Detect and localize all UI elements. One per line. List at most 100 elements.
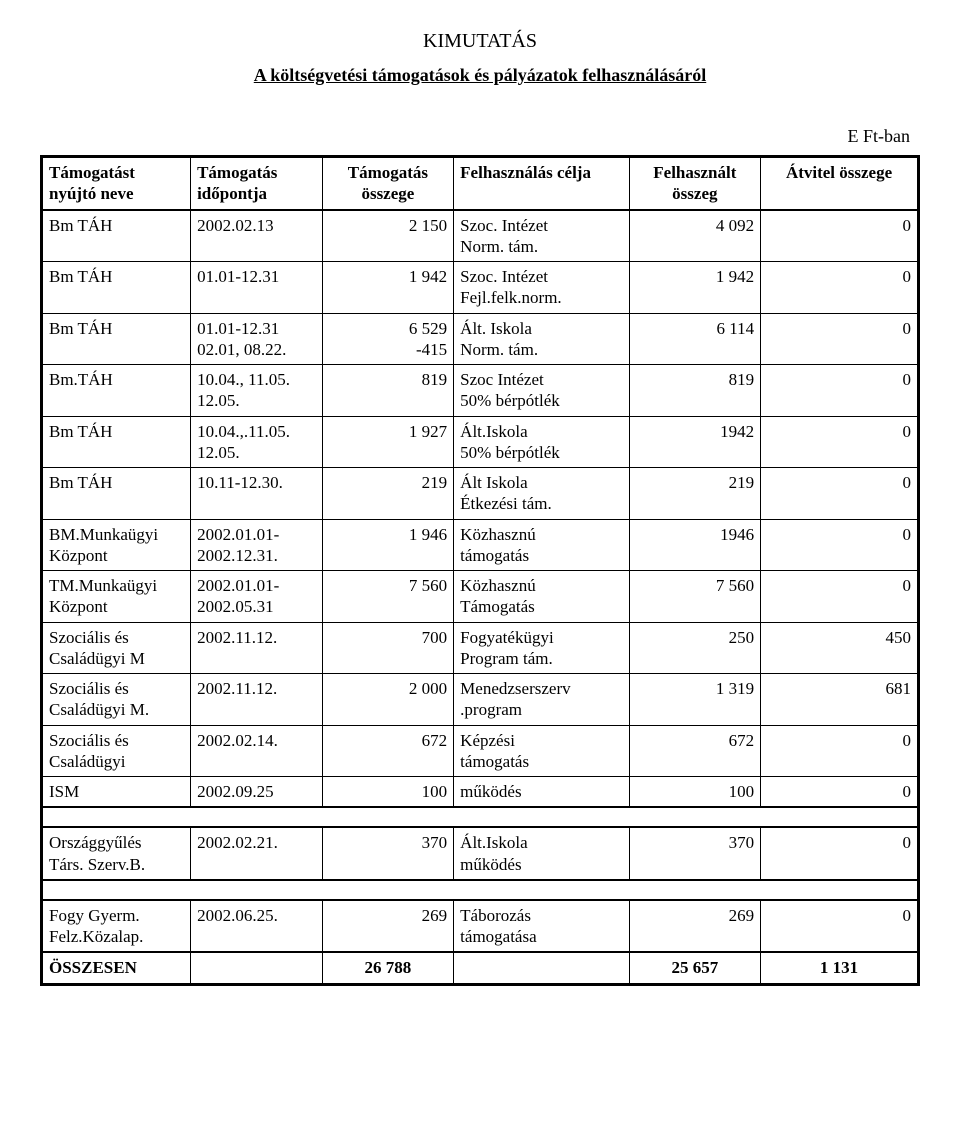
- page: KIMUTATÁS A költségvetési támogatások és…: [0, 0, 960, 1026]
- cell-provider: OrszággyűlésTárs. Szerv.B.: [42, 827, 191, 880]
- cell-purpose: Menedzserszerv.program: [454, 674, 629, 726]
- cell-date: 2002.11.12.: [191, 674, 323, 726]
- table-row: Bm.TÁH10.04., 11.05.12.05.819Szoc Intéze…: [42, 365, 919, 417]
- cell-amount: 269: [322, 900, 454, 953]
- cell-amount: 2 150: [322, 210, 454, 262]
- cell-provider: Bm TÁH: [42, 313, 191, 365]
- cell-carryover: 0: [761, 210, 919, 262]
- total-label: ÖSSZESEN: [42, 952, 191, 984]
- table-row: Bm TÁH2002.02.132 150Szoc. IntézetNorm. …: [42, 210, 919, 262]
- col-header-purpose: Felhasználás célja: [454, 157, 629, 210]
- table-header-row: Támogatást nyújtó neve Támogatás időpont…: [42, 157, 919, 210]
- table-row: Bm TÁH01.01-12.3102.01, 08.22.6 529-415Á…: [42, 313, 919, 365]
- cell-amount: 219: [322, 468, 454, 520]
- cell-provider: Szociális ésCsaládügyi M.: [42, 674, 191, 726]
- cell-purpose: Ált.Iskola50% bérpótlék: [454, 416, 629, 468]
- cell-carryover: 0: [761, 519, 919, 571]
- cell-provider: Bm TÁH: [42, 416, 191, 468]
- cell-provider: ISM: [42, 777, 191, 808]
- col-header-provider: Támogatást nyújtó neve: [42, 157, 191, 210]
- cell-provider: Szociális ésCsaládügyi M: [42, 622, 191, 674]
- cell-provider: TM.MunkaügyiKözpont: [42, 571, 191, 623]
- col-header-used: Felhasznált összeg: [629, 157, 761, 210]
- cell-amount: 2 000: [322, 674, 454, 726]
- table-row: OrszággyűlésTárs. Szerv.B.2002.02.21.370…: [42, 827, 919, 880]
- total-carryover: 1 131: [761, 952, 919, 984]
- cell-carryover: 0: [761, 777, 919, 808]
- cell-carryover: 450: [761, 622, 919, 674]
- cell-date: 2002.02.14.: [191, 725, 323, 777]
- cell-used: 219: [629, 468, 761, 520]
- cell-amount: 6 529-415: [322, 313, 454, 365]
- cell-carryover: 0: [761, 262, 919, 314]
- cell-date: 2002.11.12.: [191, 622, 323, 674]
- cell-used: 250: [629, 622, 761, 674]
- cell-used: 4 092: [629, 210, 761, 262]
- cell-provider: Bm TÁH: [42, 262, 191, 314]
- cell-carryover: 0: [761, 900, 919, 953]
- cell-date: 2002.02.21.: [191, 827, 323, 880]
- cell-used: 370: [629, 827, 761, 880]
- cell-amount: 1 927: [322, 416, 454, 468]
- total-empty: [191, 952, 323, 984]
- cell-amount: 819: [322, 365, 454, 417]
- cell-used: 100: [629, 777, 761, 808]
- cell-date: 2002.01.01-2002.12.31.: [191, 519, 323, 571]
- cell-amount: 672: [322, 725, 454, 777]
- cell-date: 2002.01.01-2002.05.31: [191, 571, 323, 623]
- cell-provider: Bm TÁH: [42, 210, 191, 262]
- cell-carryover: 0: [761, 365, 919, 417]
- cell-used: 7 560: [629, 571, 761, 623]
- cell-carryover: 0: [761, 313, 919, 365]
- cell-provider: BM.MunkaügyiKözpont: [42, 519, 191, 571]
- cell-used: 672: [629, 725, 761, 777]
- cell-amount: 100: [322, 777, 454, 808]
- table-row: ISM2002.09.25100működés1000: [42, 777, 919, 808]
- cell-date: 10.04., 11.05.12.05.: [191, 365, 323, 417]
- total-amount: 26 788: [322, 952, 454, 984]
- cell-purpose: Képzésitámogatás: [454, 725, 629, 777]
- cell-carryover: 0: [761, 571, 919, 623]
- cell-date: 2002.06.25.: [191, 900, 323, 953]
- cell-provider: Bm.TÁH: [42, 365, 191, 417]
- cell-date: 2002.02.13: [191, 210, 323, 262]
- cell-purpose: FogyatékügyiProgram tám.: [454, 622, 629, 674]
- table-row: Szociális ésCsaládügyi2002.02.14.672Képz…: [42, 725, 919, 777]
- table-row: Szociális ésCsaládügyi M2002.11.12.700Fo…: [42, 622, 919, 674]
- total-row: ÖSSZESEN 26 788 25 657 1 131: [42, 952, 919, 984]
- cell-date: 01.01-12.3102.01, 08.22.: [191, 313, 323, 365]
- cell-date: 10.04.,.11.05.12.05.: [191, 416, 323, 468]
- cell-used: 1 942: [629, 262, 761, 314]
- cell-used: 1942: [629, 416, 761, 468]
- cell-purpose: Szoc Intézet50% bérpótlék: [454, 365, 629, 417]
- cell-purpose: Szoc. IntézetNorm. tám.: [454, 210, 629, 262]
- cell-purpose: Táborozástámogatása: [454, 900, 629, 953]
- cell-amount: 370: [322, 827, 454, 880]
- table-row: BM.MunkaügyiKözpont2002.01.01-2002.12.31…: [42, 519, 919, 571]
- cell-purpose: Ált. IskolaNorm. tám.: [454, 313, 629, 365]
- cell-date: 01.01-12.31: [191, 262, 323, 314]
- cell-purpose: Ált.Iskolaműködés: [454, 827, 629, 880]
- table-row: Bm TÁH01.01-12.311 942Szoc. IntézetFejl.…: [42, 262, 919, 314]
- cell-provider: Bm TÁH: [42, 468, 191, 520]
- col-header-amount: Támogatás összege: [322, 157, 454, 210]
- unit-label: E Ft-ban: [40, 126, 920, 147]
- cell-carryover: 0: [761, 468, 919, 520]
- table-row: TM.MunkaügyiKözpont2002.01.01-2002.05.31…: [42, 571, 919, 623]
- cell-date: 2002.09.25: [191, 777, 323, 808]
- section-gap: [42, 807, 919, 827]
- cell-used: 1946: [629, 519, 761, 571]
- cell-used: 6 114: [629, 313, 761, 365]
- cell-used: 1 319: [629, 674, 761, 726]
- section-gap: [42, 880, 919, 900]
- cell-provider: Szociális ésCsaládügyi: [42, 725, 191, 777]
- cell-carryover: 0: [761, 827, 919, 880]
- cell-date: 10.11-12.30.: [191, 468, 323, 520]
- cell-carryover: 0: [761, 416, 919, 468]
- cell-amount: 7 560: [322, 571, 454, 623]
- col-header-date: Támogatás időpontja: [191, 157, 323, 210]
- page-title: KIMUTATÁS: [40, 30, 920, 53]
- support-table: Támogatást nyújtó neve Támogatás időpont…: [40, 155, 920, 986]
- cell-purpose: Közhasznútámogatás: [454, 519, 629, 571]
- cell-amount: 1 946: [322, 519, 454, 571]
